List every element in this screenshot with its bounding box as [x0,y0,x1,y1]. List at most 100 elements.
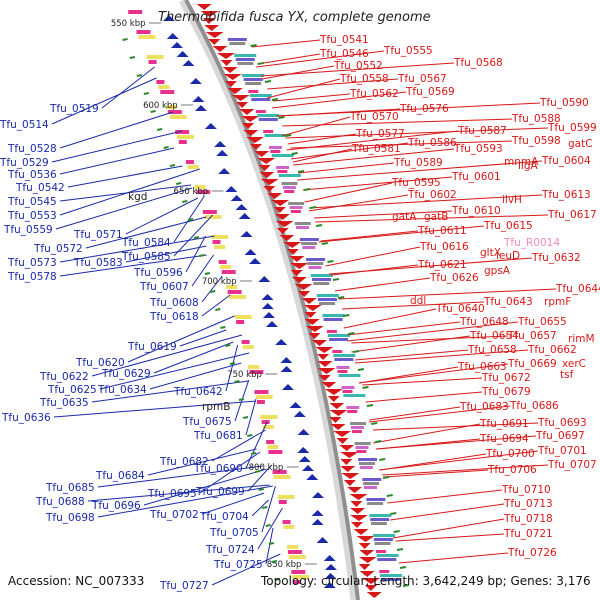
reverse-label-connector [347,321,519,342]
gene-label-forward: Tfu_0682 [159,456,209,468]
gene-label-forward: Tfu_0625 [47,384,97,396]
gene-label-forward: Tfu_0514 [0,119,49,131]
gene-label-forward: Tfu_0573 [7,257,57,269]
gene-name-label-reverse: mnmA [504,156,539,168]
gene-label-reverse: Tfu_0694 [479,433,529,445]
function-category-bar [363,482,380,485]
reverse-label-connector [276,102,541,117]
grid-dash [327,260,334,263]
forward-label-connector [211,553,281,586]
forward-label-connector [51,77,157,125]
function-category-bar [290,210,301,213]
gene-name-label-reverse: gatB [424,211,448,223]
reverse-label-connector [383,469,489,478]
function-category-bar [367,502,384,505]
forward-gene-arrow [265,321,278,327]
forward-label-connector [251,499,269,517]
function-category-block [291,570,306,574]
gene-label-forward: Tfu_0698 [45,512,95,524]
gene-label-forward: Tfu_0619 [127,341,177,353]
reverse-gene-arrow [347,487,363,493]
gene-name-label-forward: kgd [128,191,147,203]
function-category-bar [369,514,392,517]
gene-label-reverse: Tfu_0595 [391,177,441,189]
gene-label-reverse: Tfu_0588 [511,113,561,125]
reverse-gene-arrow [259,172,275,178]
reverse-label-connector [379,450,539,471]
function-category-bar [263,130,274,133]
reverse-label-connector [369,406,461,421]
reverse-gene-arrow [223,74,242,80]
function-category-block [255,395,273,399]
forward-label-connector [261,485,276,533]
gene-label-reverse: Tfu_0721 [503,528,553,540]
reverse-label-connector [290,140,513,149]
forward-label-connector [143,468,267,506]
forward-gene-arrow [280,366,293,372]
gene-label-reverse: Tfu_0546 [319,48,369,60]
forward-label-connector [147,448,257,476]
reverse-gene-arrow [359,571,375,577]
gene-label-forward: Tfu_0528 [7,143,57,155]
gene-label-reverse: Tfu_0657 [507,330,557,342]
chromosome-backbone-shadow [179,0,360,600]
forward-gene-arrow [225,186,238,192]
reverse-label-connector [272,91,407,109]
grid-dash [250,44,257,47]
accession-text: Accession: NC_007333 [8,574,144,588]
forward-label-connector [245,421,268,469]
grid-dash [332,278,340,281]
grid-dash [204,272,211,275]
function-category-block [282,520,291,524]
gene-label-forward: Tfu_0696 [91,500,141,512]
gene-label-forward: Tfu_0634 [97,384,147,396]
function-category-bar [333,354,356,357]
forward-label-connector [87,484,270,502]
gene-label-reverse: Tfu_0648 [459,316,509,328]
gene-label-reverse: Tfu_0604 [541,155,591,167]
function-category-block [287,550,302,554]
reverse-gene-arrow [294,284,313,290]
grid-dash [251,452,257,455]
gene-label-reverse: Tfu_0568 [453,57,503,69]
gene-label-forward: Tfu_0681 [193,430,243,442]
function-category-bar [327,334,350,337]
reverse-gene-arrow [260,179,279,185]
gene-label-forward: Tfu_0704 [199,511,249,523]
function-category-bar [270,150,281,153]
function-category-block [158,85,170,89]
function-category-bar [284,190,295,193]
reverse-gene-arrow [208,39,221,45]
forward-gene-arrow [306,474,319,480]
reverse-gene-arrow [321,382,337,388]
reverse-gene-arrow [340,459,353,465]
function-category-bar [354,442,371,445]
function-category-block [194,185,206,189]
function-category-bar [264,134,287,137]
forward-gene-arrow [261,294,274,300]
grid-dash [297,170,305,173]
reverse-gene-arrow [249,144,262,150]
reverse-gene-arrow [324,389,343,395]
grid-dash [150,110,156,113]
forward-gene-arrow [249,258,262,264]
gene-name-label-reverse: gatC [568,138,593,150]
reverse-gene-arrow [291,277,307,283]
gene-label-reverse: Tfu_0567 [397,73,447,85]
function-category-block [283,525,295,529]
reverse-label-connector [347,321,461,336]
gene-label-reverse: Tfu_0621 [417,259,467,271]
function-category-bar [313,282,330,285]
function-category-bar [379,574,402,577]
reverse-gene-arrow [318,375,331,381]
reverse-gene-arrow [343,480,356,486]
grid-dash [278,116,285,119]
gene-label-forward: Tfu_0685 [45,482,95,494]
function-category-block [221,270,236,274]
forward-gene-arrow [275,339,288,345]
function-category-bar [351,430,362,433]
grid-dash [379,458,386,461]
reverse-gene-arrow [271,200,290,206]
